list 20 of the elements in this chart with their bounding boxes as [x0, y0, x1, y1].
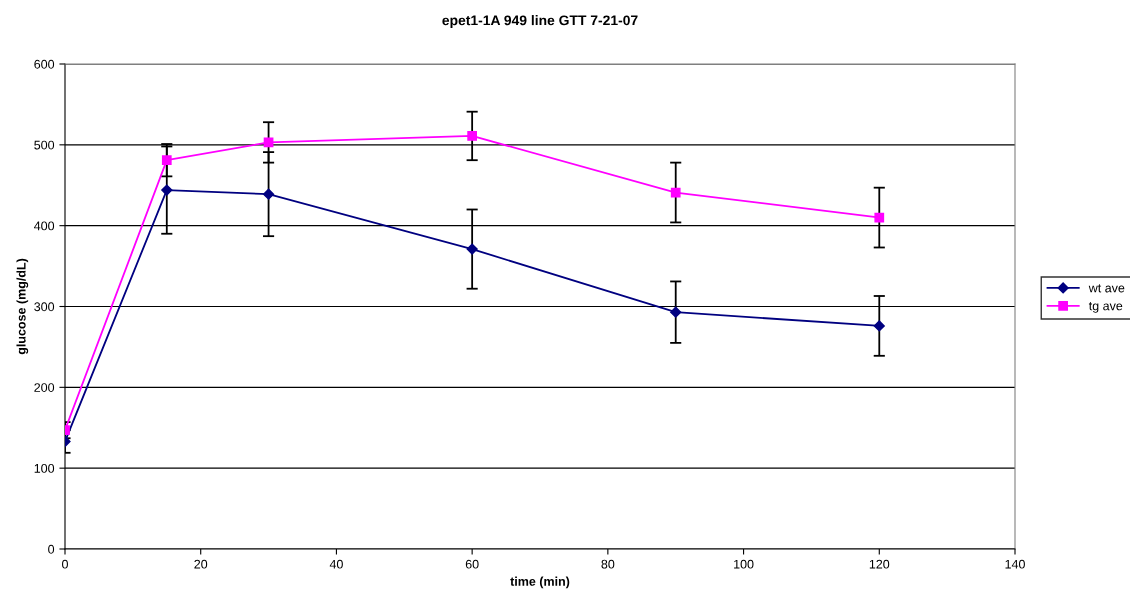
y-tick-label: 0: [48, 544, 55, 554]
x-tick-label: 120: [869, 559, 890, 569]
legend-label: wt ave: [1088, 284, 1125, 293]
y-tick-label: 200: [34, 383, 55, 392]
x-tick-label: 40: [329, 559, 343, 569]
legend-label: tg ave: [1088, 302, 1123, 313]
y-axis-title: glucose (mg/dL): [16, 258, 29, 355]
x-tick-label: 140: [1005, 559, 1025, 569]
y-tick-label: 100: [34, 463, 55, 473]
x-tick-label: 0: [62, 559, 68, 569]
y-tick-label: 300: [34, 302, 55, 312]
x-tick-label: 20: [194, 559, 208, 569]
y-tick-label: 500: [34, 140, 55, 150]
chart-title: epet1-1A 949 line GTT 7-21-07: [442, 15, 638, 28]
x-tick-label: 60: [465, 559, 479, 569]
x-tick-label: 100: [734, 559, 754, 569]
y-tick-label: 400: [34, 221, 55, 231]
x-tick-label: 80: [601, 559, 615, 569]
x-axis-title: time (min): [510, 576, 570, 589]
y-tick-label: 600: [34, 59, 55, 69]
